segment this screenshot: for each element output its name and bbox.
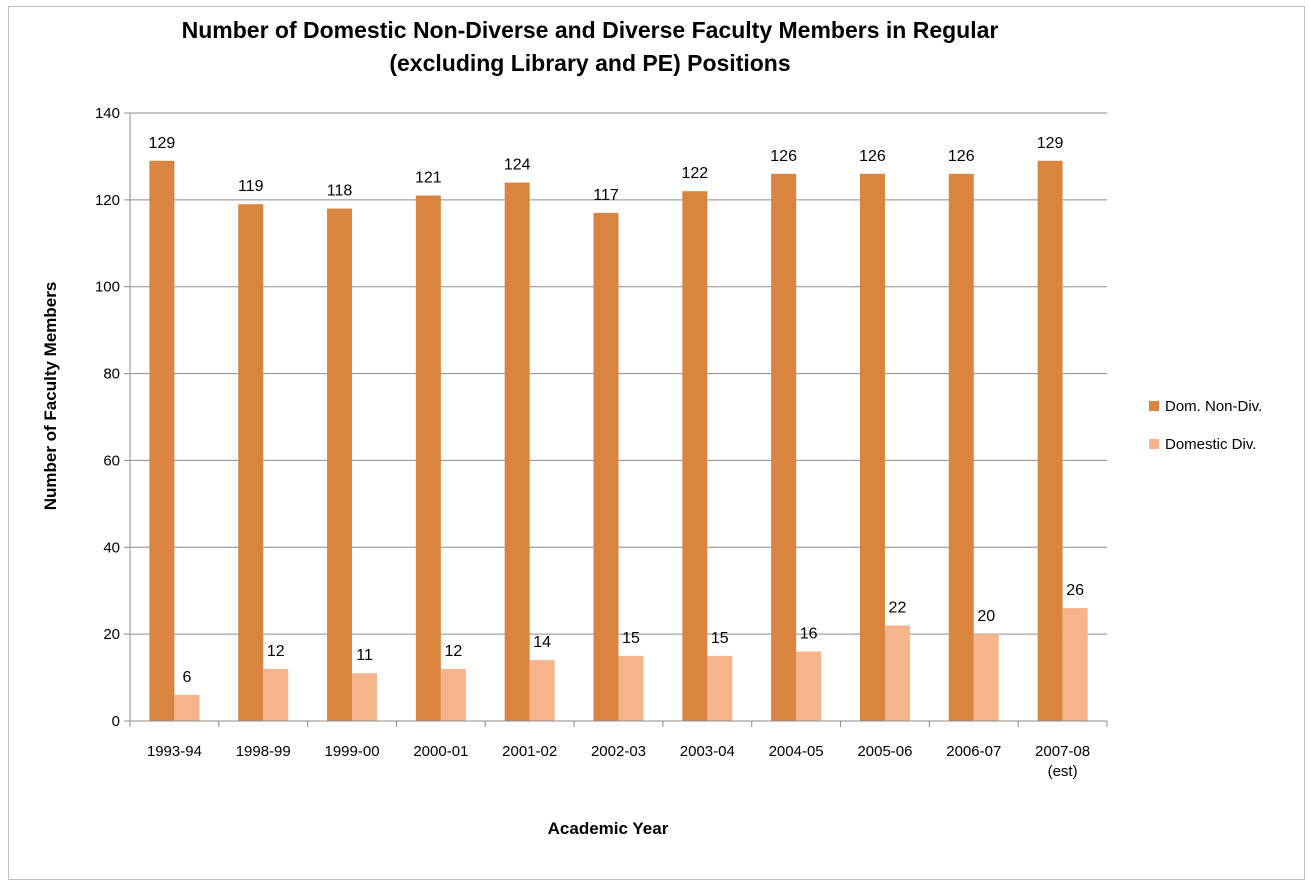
y-tick-label: 120 xyxy=(95,192,120,209)
x-tick-label: 2003-04 xyxy=(680,743,735,760)
chart-title-line-2: (excluding Library and PE) Positions xyxy=(389,50,791,76)
legend-swatch xyxy=(1149,401,1159,411)
data-label: 119 xyxy=(238,178,264,195)
y-tick-label: 0 xyxy=(112,713,120,730)
x-tick-label: 2002-03 xyxy=(591,743,646,760)
bar xyxy=(415,195,441,721)
x-tick-label: 1993-94 xyxy=(147,743,202,760)
y-tick-label: 140 xyxy=(95,105,120,122)
data-label: 26 xyxy=(1066,582,1084,599)
data-label: 12 xyxy=(267,643,285,660)
data-label: 126 xyxy=(770,148,797,165)
data-label: 129 xyxy=(1037,135,1064,152)
bar xyxy=(504,182,530,721)
chart-title-line-1: Number of Domestic Non-Diverse and Diver… xyxy=(181,17,999,43)
data-label: 122 xyxy=(681,165,708,182)
chart-frame xyxy=(8,6,1305,880)
bar xyxy=(174,694,200,721)
legend: Dom. Non-Div. Domestic Div. xyxy=(1149,398,1262,453)
y-tick-label: 40 xyxy=(103,539,120,556)
x-tick-label: 2000-01 xyxy=(413,743,468,760)
data-label: 118 xyxy=(327,183,353,200)
data-label: 121 xyxy=(415,170,442,187)
y-tick-label: 100 xyxy=(95,279,120,296)
legend-label: Dom. Non-Div. xyxy=(1165,398,1262,415)
bar xyxy=(1037,160,1063,721)
x-tick-label: (est) xyxy=(1048,763,1078,780)
data-label: 126 xyxy=(948,148,975,165)
bars xyxy=(149,160,1088,722)
bar xyxy=(973,634,999,721)
y-tick-label: 60 xyxy=(103,452,120,469)
bar xyxy=(352,673,378,721)
data-label: 6 xyxy=(182,669,191,686)
bar xyxy=(263,668,289,721)
data-label: 11 xyxy=(356,647,373,664)
x-tick-label: 2006-07 xyxy=(946,743,1001,760)
bar xyxy=(859,173,885,722)
bar xyxy=(327,208,353,722)
data-label: 22 xyxy=(889,599,907,616)
x-tick-label: 1998-99 xyxy=(236,743,291,760)
x-tick-label: 2001-02 xyxy=(502,743,557,760)
data-label: 20 xyxy=(977,608,995,625)
data-label: 16 xyxy=(800,626,818,643)
data-label: 126 xyxy=(859,148,886,165)
x-axis: 1993-94 1998-99 1999-00 2000-01 2001-02 2002-… xyxy=(129,113,1108,780)
bar xyxy=(796,651,822,721)
data-label: 12 xyxy=(444,643,462,660)
bar xyxy=(593,212,619,721)
bar xyxy=(884,625,910,721)
bar xyxy=(707,655,733,721)
x-tick-label: 2007-08 xyxy=(1035,743,1090,760)
bar xyxy=(618,655,644,721)
bar xyxy=(529,660,555,721)
x-axis-title: Academic Year xyxy=(548,819,669,838)
legend-label: Domestic Div. xyxy=(1165,436,1256,453)
legend-swatch xyxy=(1149,439,1159,449)
data-label: 124 xyxy=(504,156,531,173)
bar xyxy=(1062,608,1088,721)
bar xyxy=(149,160,175,721)
data-label: 117 xyxy=(593,187,619,204)
bar xyxy=(440,668,466,721)
data-label: 14 xyxy=(533,634,551,651)
y-tick-label: 80 xyxy=(103,366,120,383)
y-axis-title: Number of Faculty Members xyxy=(41,282,60,511)
bar xyxy=(948,173,974,722)
x-tick-label: 1999-00 xyxy=(325,743,380,760)
chart-title: Number of Domestic Non-Diverse and Diver… xyxy=(30,14,1150,80)
x-tick-label: 2005-06 xyxy=(857,743,912,760)
data-labels: 129 6 119 12 118 11 121 12 124 14 117 15 122 15 126 16 1… xyxy=(149,135,1085,686)
bar xyxy=(771,173,797,722)
data-label: 129 xyxy=(149,135,176,152)
data-label: 15 xyxy=(711,630,729,647)
y-axis-ticks: 0 20 40 60 80 100 120 140 xyxy=(95,105,130,730)
data-label: 15 xyxy=(622,630,640,647)
bar xyxy=(238,204,264,721)
y-tick-label: 20 xyxy=(103,626,120,643)
x-tick-label: 2004-05 xyxy=(769,743,824,760)
bar xyxy=(682,191,708,721)
